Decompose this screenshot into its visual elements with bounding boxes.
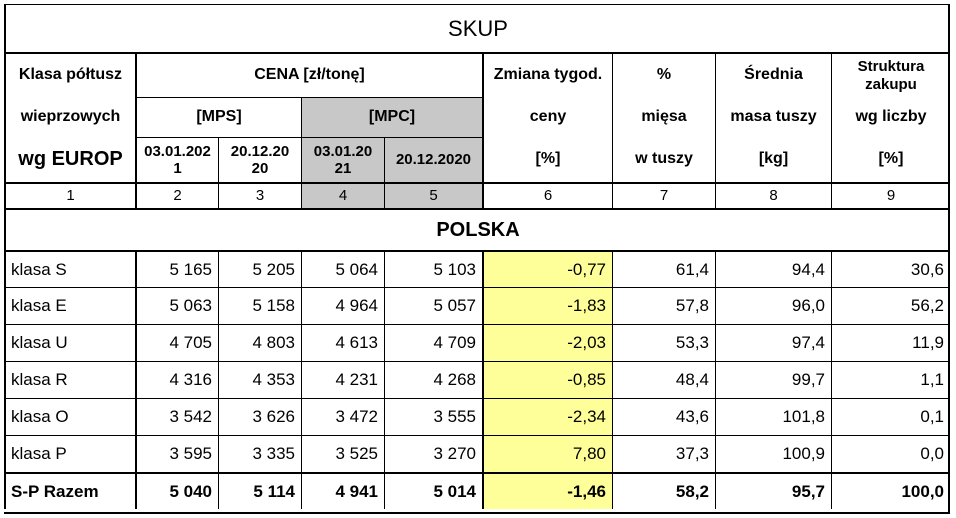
total-cell: 95,7 xyxy=(715,472,831,509)
table-cell: 3 335 xyxy=(218,435,301,472)
table-cell: 100,9 xyxy=(715,435,831,472)
index-cell: 8 xyxy=(715,182,831,208)
table-cell: 101,8 xyxy=(715,398,831,435)
table-cell: 53,3 xyxy=(612,324,715,361)
header-date-mpc-current: 03.01.20 21 xyxy=(301,137,384,182)
index-cell: 5 xyxy=(384,182,482,208)
header-weight-line3: [kg] xyxy=(715,137,831,182)
table-cell: 5 064 xyxy=(301,250,384,287)
table-cell: 3 525 xyxy=(301,435,384,472)
total-cell: 58,2 xyxy=(612,472,715,509)
header-structure-line2: wg liczby xyxy=(831,97,950,137)
header-class-line1: Klasa półtusz xyxy=(4,52,135,97)
total-row-label: S-P Razem xyxy=(4,472,135,509)
total-cell: 5 014 xyxy=(384,472,482,509)
table-cell: 11,9 xyxy=(831,324,950,361)
table-cell: 94,4 xyxy=(715,250,831,287)
table-cell: 48,4 xyxy=(612,361,715,398)
table-cell: -1,83 xyxy=(482,287,612,324)
row-label: klasa U xyxy=(4,324,135,361)
table-cell: 3 542 xyxy=(135,398,218,435)
table-cell: -2,34 xyxy=(482,398,612,435)
table-cell: 4 231 xyxy=(301,361,384,398)
index-cell: 7 xyxy=(612,182,715,208)
table-cell: 5 158 xyxy=(218,287,301,324)
table-cell: 4 613 xyxy=(301,324,384,361)
table-cell: 99,7 xyxy=(715,361,831,398)
table-cell: 3 595 xyxy=(135,435,218,472)
table-cell: 97,4 xyxy=(715,324,831,361)
index-cell: 2 xyxy=(135,182,218,208)
header-price: CENA [zł/tonę] xyxy=(135,52,482,97)
total-cell: 5 040 xyxy=(135,472,218,509)
table-cell: 61,4 xyxy=(612,250,715,287)
table-cell: 57,8 xyxy=(612,287,715,324)
table-cell: -0,77 xyxy=(482,250,612,287)
header-weight-line2: masa tuszy xyxy=(715,97,831,137)
header-meat-line1: % xyxy=(612,52,715,97)
table-cell: 4 316 xyxy=(135,361,218,398)
table-cell: 0,0 xyxy=(831,435,950,472)
table-cell: 3 626 xyxy=(218,398,301,435)
header-change-line1: Zmiana tygod. xyxy=(482,52,612,97)
table-cell: 4 803 xyxy=(218,324,301,361)
header-date-mpc-previous: 20.12.2020 xyxy=(384,137,482,182)
total-cell: -1,46 xyxy=(482,472,612,509)
index-cell: 6 xyxy=(482,182,612,208)
index-cell: 4 xyxy=(301,182,384,208)
header-date-mps-previous: 20.12.20 20 xyxy=(218,137,301,182)
table-cell: 30,6 xyxy=(831,250,950,287)
header-structure-line1: Struktura zakupu xyxy=(831,52,950,97)
price-table: SKUP Klasa półtusz wieprzowych wg EUROP … xyxy=(4,4,950,514)
table-cell: 5 057 xyxy=(384,287,482,324)
row-label: klasa S xyxy=(4,250,135,287)
table-cell: 4 268 xyxy=(384,361,482,398)
total-cell: 100,0 xyxy=(831,472,950,509)
table-cell: 7,80 xyxy=(482,435,612,472)
table-cell: 5 103 xyxy=(384,250,482,287)
table-cell: 56,2 xyxy=(831,287,950,324)
total-cell: 4 941 xyxy=(301,472,384,509)
table-cell: 0,1 xyxy=(831,398,950,435)
table-title: SKUP xyxy=(4,4,950,52)
header-change-line2: ceny xyxy=(482,97,612,137)
table-cell: 4 964 xyxy=(301,287,384,324)
table-cell: 3 270 xyxy=(384,435,482,472)
table-cell: 1,1 xyxy=(831,361,950,398)
row-label: klasa O xyxy=(4,398,135,435)
table-cell: 96,0 xyxy=(715,287,831,324)
total-cell: 5 114 xyxy=(218,472,301,509)
header-class-line3: wg EUROP xyxy=(4,137,135,182)
row-label: klasa P xyxy=(4,435,135,472)
table-cell: 4 353 xyxy=(218,361,301,398)
header-mpc: [MPC] xyxy=(301,97,482,137)
index-cell: 1 xyxy=(4,182,135,208)
table-cell: 43,6 xyxy=(612,398,715,435)
header-structure-line3: [%] xyxy=(831,137,950,182)
header-date-mps-current: 03.01.202 1 xyxy=(135,137,218,182)
index-cell: 9 xyxy=(831,182,950,208)
table-cell: 5 165 xyxy=(135,250,218,287)
table-cell: -0,85 xyxy=(482,361,612,398)
row-label: klasa R xyxy=(4,361,135,398)
index-cell: 3 xyxy=(218,182,301,208)
table-cell: -2,03 xyxy=(482,324,612,361)
table-cell: 5 205 xyxy=(218,250,301,287)
table-cell: 3 555 xyxy=(384,398,482,435)
section-title: POLSKA xyxy=(4,208,950,250)
header-change-line3: [%] xyxy=(482,137,612,182)
row-label: klasa E xyxy=(4,287,135,324)
header-class-line2: wieprzowych xyxy=(4,97,135,137)
header-weight-line1: Średnia xyxy=(715,52,831,97)
table-cell: 5 063 xyxy=(135,287,218,324)
header-mps: [MPS] xyxy=(135,97,301,137)
table-cell: 3 472 xyxy=(301,398,384,435)
table-cell: 4 705 xyxy=(135,324,218,361)
table-cell: 4 709 xyxy=(384,324,482,361)
table-cell: 37,3 xyxy=(612,435,715,472)
header-meat-line3: w tuszy xyxy=(612,137,715,182)
header-meat-line2: mięsa xyxy=(612,97,715,137)
